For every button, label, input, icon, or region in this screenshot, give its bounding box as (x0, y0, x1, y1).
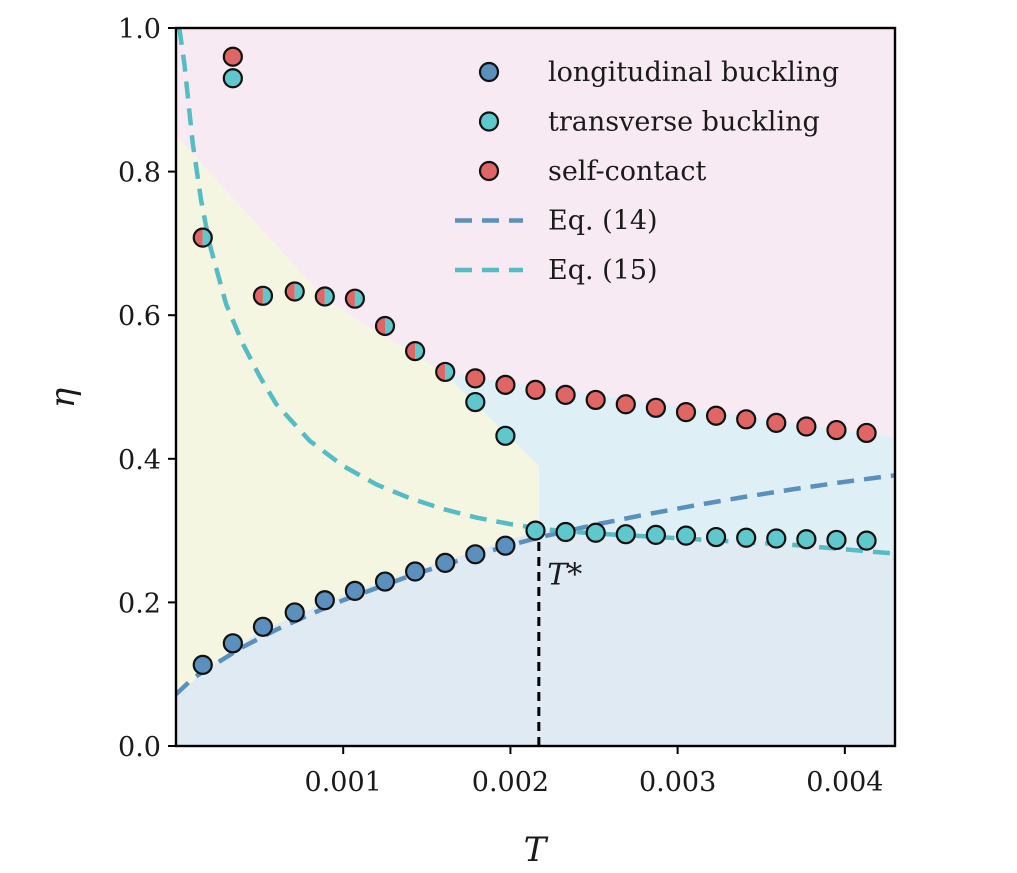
point-series2-7 (645, 397, 666, 418)
split-point-1 (252, 285, 274, 306)
legend-label: Eq. (15) (548, 255, 658, 286)
y-axis-label: η (43, 387, 83, 408)
x-tick-label: 0.004 (806, 767, 883, 798)
y-tick-label: 0.0 (118, 732, 161, 763)
y-tick-label: 0.6 (118, 301, 161, 332)
point-series0-1 (222, 633, 243, 654)
point-series0-4 (314, 590, 335, 611)
y-tick-label: 0.4 (118, 445, 161, 476)
t-star-annotation: T* (547, 557, 582, 592)
legend-label: longitudinal buckling (548, 57, 839, 88)
region-2 (443, 372, 895, 553)
data-points (192, 46, 877, 675)
point-series0-8 (435, 552, 456, 574)
point-series2-8 (675, 402, 697, 423)
point-series1-0 (222, 68, 243, 89)
split-point-3 (314, 286, 335, 307)
split-point-7 (435, 361, 456, 383)
split-point-6 (405, 341, 426, 362)
point-series2-9 (705, 405, 727, 426)
point-series2-5 (585, 389, 606, 411)
point-series2-4 (555, 384, 576, 405)
legend-marker (478, 111, 500, 132)
legend-label: Eq. (14) (548, 206, 658, 237)
region-3 (176, 530, 895, 746)
legend-marker (478, 160, 500, 182)
point-series2-3 (525, 379, 546, 400)
y-tick-label: 0.2 (118, 588, 161, 619)
region-0 (176, 28, 895, 438)
y-axis-ticks: 0.0 0.2 0.4 0.6 0.8 1.0 (118, 14, 176, 763)
split-point-4 (344, 288, 366, 309)
point-series3-0 (465, 391, 486, 413)
point-series1-11 (826, 529, 847, 551)
x-axis-ticks: 0.001 0.002 0.003 0.004 (305, 746, 883, 798)
point-series2-14 (856, 422, 877, 444)
point-series1-4 (615, 524, 636, 545)
point-series2-12 (796, 416, 817, 437)
point-series1-1 (525, 520, 546, 541)
point-series2-10 (736, 409, 757, 430)
point-series1-6 (675, 525, 697, 546)
point-series2-2 (495, 374, 516, 395)
point-series2-6 (615, 394, 636, 415)
point-series0-2 (252, 616, 274, 637)
point-series1-12 (856, 530, 877, 551)
split-point-5 (374, 315, 396, 337)
point-series1-7 (705, 526, 727, 548)
x-tick-label: 0.002 (472, 767, 549, 798)
split-point-2 (284, 281, 305, 302)
point-series1-8 (736, 527, 757, 548)
x-tick-label: 0.003 (639, 767, 716, 798)
curve-eq-1 (177, 28, 895, 556)
point-series0-10 (495, 535, 516, 556)
y-tick-label: 1.0 (118, 14, 161, 45)
legend-marker (478, 61, 500, 83)
y-tick-label: 0.8 (118, 158, 161, 189)
legend-label: self-contact (548, 156, 706, 187)
point-series2-1 (465, 368, 486, 389)
point-series1-10 (796, 529, 817, 550)
point-series2-13 (826, 419, 847, 441)
x-axis-label: T (524, 830, 549, 870)
point-series2-0 (222, 46, 243, 67)
curve-eq-0 (176, 473, 895, 696)
x-tick-label: 0.001 (305, 767, 382, 798)
point-series3-1 (495, 425, 516, 446)
theory-curves (176, 28, 895, 696)
point-series1-5 (645, 524, 666, 546)
point-series0-6 (374, 571, 396, 592)
point-series0-5 (344, 580, 366, 602)
split-point-0 (192, 227, 213, 248)
point-series1-9 (766, 528, 787, 549)
point-series0-7 (405, 561, 426, 582)
legend-label: transverse buckling (548, 107, 820, 138)
point-series1-3 (585, 522, 606, 543)
point-series2-11 (766, 412, 787, 433)
legend: longitudinal buckling transverse buckling… (455, 57, 839, 286)
point-series0-0 (192, 654, 213, 675)
point-series0-9 (465, 544, 486, 565)
plot-frame (174, 26, 897, 748)
point-series0-3 (284, 602, 305, 623)
point-series1-2 (555, 521, 576, 543)
